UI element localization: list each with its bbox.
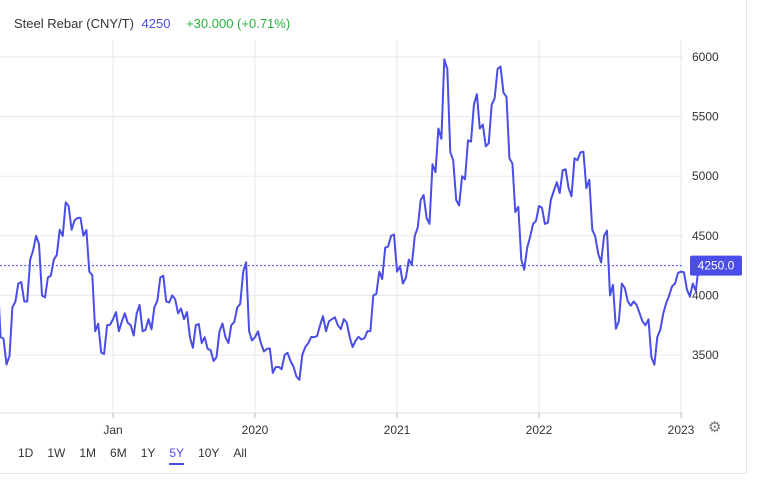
current-price-label: 4250.0 (698, 259, 735, 273)
y-tick-label: 4500 (692, 229, 719, 243)
chart-header: Steel Rebar (CNY/T) 4250 +30.000 (+0.71%… (14, 16, 290, 31)
range-10y[interactable]: 10Y (198, 446, 220, 460)
y-tick-label: 5500 (692, 110, 719, 124)
price-change: +30.000 (+0.71%) (186, 16, 291, 31)
range-1y[interactable]: 1Y (140, 446, 156, 460)
y-tick-label: 5000 (692, 169, 719, 183)
x-tick-label: 2020 (242, 423, 269, 437)
x-tick-label: 2022 (526, 423, 553, 437)
range-all[interactable]: All (233, 446, 247, 460)
current-price-label-bg (690, 255, 742, 276)
range-1d[interactable]: 1D (18, 446, 34, 460)
current-price: 4250 (141, 16, 171, 31)
price-series-line (0, 58, 700, 381)
range-1w[interactable]: 1W (47, 446, 66, 460)
time-range-selector: 1D 1W 1M 6M 1Y 5Y 10Y All (18, 446, 261, 465)
chart-frame (0, 0, 747, 474)
range-1m[interactable]: 1M (79, 446, 97, 460)
y-tick-label: 6000 (692, 50, 719, 64)
y-tick-label: 4000 (692, 288, 719, 302)
x-tick-label: Jan (103, 423, 122, 437)
symbol-label: Steel Rebar (CNY/T) (14, 16, 134, 31)
gear-icon[interactable]: ⚙ (708, 419, 722, 436)
y-tick-label: 3500 (692, 348, 719, 362)
range-5y[interactable]: 5Y (169, 446, 185, 465)
x-tick-label: 2023 (668, 423, 695, 437)
range-6m[interactable]: 6M (110, 446, 127, 460)
x-tick-label: 2021 (384, 423, 411, 437)
